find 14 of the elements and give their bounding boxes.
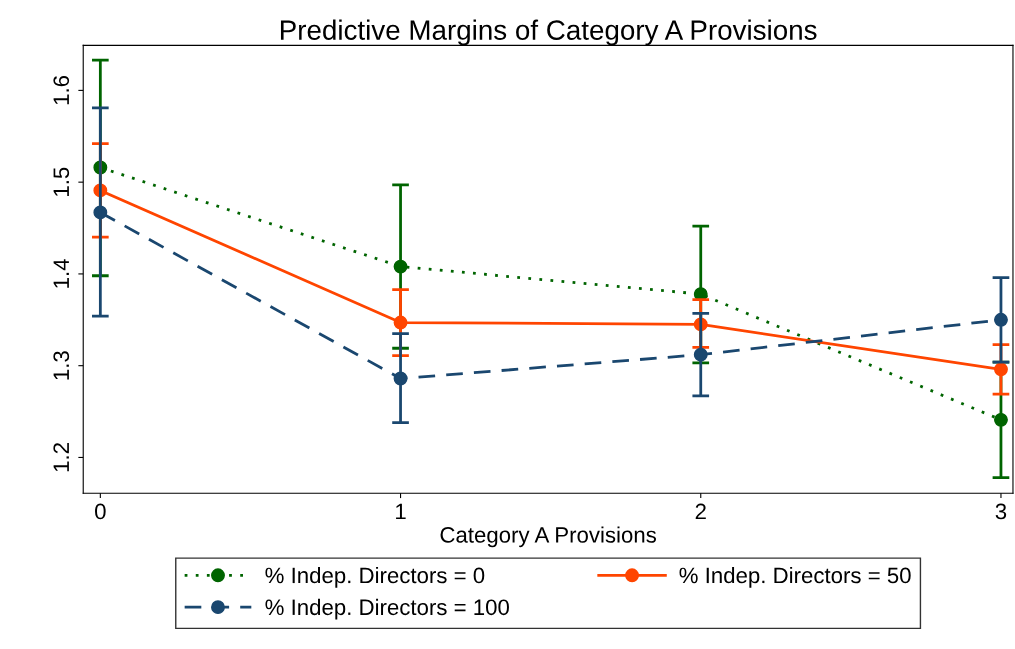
x-tick-label: 1 bbox=[396, 503, 406, 520]
x-tick-label: 0 bbox=[95, 503, 106, 520]
y-tick-label: 1.4 bbox=[53, 259, 69, 288]
x-axis-title: Category A Provisions bbox=[440, 526, 656, 548]
y-tick-label: 1.6 bbox=[53, 75, 70, 105]
legend-label: % Indep. Directors = 50 bbox=[679, 566, 911, 588]
x-tick-label: 3 bbox=[995, 503, 1007, 520]
chart-title: Predictive Margins of Category A Provisions bbox=[280, 19, 817, 46]
legend-label: % Indep. Directors = 0 bbox=[265, 566, 485, 588]
x-tick-label: 2 bbox=[695, 503, 706, 520]
legend-label: % Indep. Directors = 100 bbox=[265, 598, 509, 620]
y-tick-label: 1.3 bbox=[53, 351, 70, 380]
y-tick-label: 1.2 bbox=[53, 443, 69, 472]
y-tick-label: 1.5 bbox=[53, 167, 70, 196]
